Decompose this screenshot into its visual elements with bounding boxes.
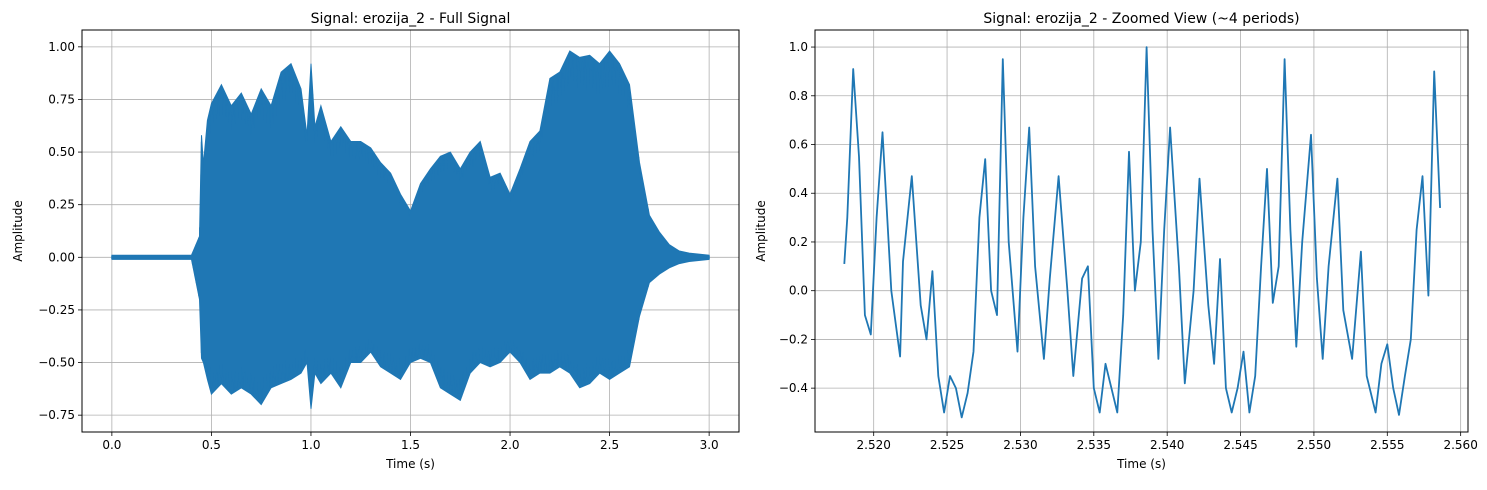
zoomed-view-x-axis-label: Time (s)	[1116, 457, 1166, 471]
full-signal-y-tick-label: −0.25	[38, 303, 75, 317]
zoomed-view-y-axis-label: Amplitude	[754, 200, 768, 262]
full-signal-signal-texture	[111, 53, 710, 403]
zoomed-view-x-tick-label: 2.555	[1370, 438, 1404, 452]
zoomed-view-y-tick-label: 0.8	[789, 89, 808, 103]
full-signal-title: Signal: erozija_2 - Full Signal	[311, 11, 511, 27]
zoomed-view-x-tick-label: 2.545	[1223, 438, 1257, 452]
zoomed-view-x-tick-label: 2.530	[1003, 438, 1037, 452]
full-signal-x-tick-label: 1.0	[301, 438, 320, 452]
full-signal-y-axis-label: Amplitude	[11, 200, 25, 262]
zoomed-view-y-tick-label: 0.0	[789, 284, 808, 298]
zoomed-view-x-tick-label: 2.550	[1297, 438, 1331, 452]
full-signal-x-tick-label: 1.5	[401, 438, 420, 452]
zoomed-view-signal-line	[843, 46, 1441, 419]
zoomed-view-x-tick-label: 2.560	[1443, 438, 1477, 452]
zoomed-view-title: Signal: erozija_2 - Zoomed View (~4 peri…	[983, 11, 1299, 27]
full-signal-x-tick-label: 2.5	[600, 438, 619, 452]
zoomed-view-y-tick-label: 0.2	[789, 235, 808, 249]
full-signal-y-tick-label: −0.50	[38, 356, 75, 370]
zoomed-view-x-tick-label: 2.540	[1150, 438, 1184, 452]
full-signal-x-axis-label: Time (s)	[385, 457, 435, 471]
full-signal-x-tick-label: 0.0	[102, 438, 121, 452]
full-signal-y-tick-label: 0.75	[48, 92, 75, 106]
full-signal-x-tick-label: 2.0	[500, 438, 519, 452]
zoomed-view-y-tick-label: 0.4	[789, 186, 808, 200]
full-signal-y-ticks: −0.75 −0.50 −0.25 0.00 0.25 0.50 0.75 1.00	[38, 40, 82, 422]
zoomed-view-y-tick-label: 1.0	[789, 40, 808, 54]
full-signal-x-tick-label: 0.5	[202, 438, 221, 452]
full-signal-y-tick-label: 0.50	[48, 145, 75, 159]
zoomed-view-x-tick-label: 2.520	[857, 438, 891, 452]
zoomed-view-plot: 2.520 2.525 2.530 2.535 2.540 2.545 2.550 2.555…	[754, 11, 1478, 471]
zoomed-view-y-tick-label: −0.2	[779, 332, 808, 346]
full-signal-y-tick-label: 1.00	[48, 40, 75, 54]
zoomed-view-x-ticks: 2.520 2.525 2.530 2.535 2.540 2.545 2.550 2.555…	[857, 432, 1478, 452]
full-signal-y-tick-label: 0.25	[48, 198, 75, 212]
zoomed-view-y-tick-label: −0.4	[779, 381, 808, 395]
zoomed-view-y-ticks: −0.4 −0.2 0.0 0.2 0.4 0.6 0.8 1.0	[779, 40, 815, 395]
full-signal-x-ticks: 0.0 0.5 1.0 1.5 2.0 2.5 3.0	[102, 432, 719, 452]
zoomed-view-x-tick-label: 2.525	[930, 438, 964, 452]
full-signal-x-tick-label: 3.0	[700, 438, 719, 452]
zoomed-view-y-tick-label: 0.6	[789, 138, 808, 152]
full-signal-plot: 0.0 0.5 1.0 1.5 2.0 2.5 3.0 −0.75 −0.50 −0.25 0.0…	[11, 11, 740, 471]
full-signal-y-tick-label: −0.75	[38, 408, 75, 422]
full-signal-y-tick-label: 0.00	[48, 250, 75, 264]
zoomed-view-axes-frame	[814, 29, 1469, 433]
full-signal-series	[111, 50, 710, 409]
zoomed-view-x-tick-label: 2.535	[1077, 438, 1111, 452]
zoomed-view-series	[843, 46, 1441, 419]
